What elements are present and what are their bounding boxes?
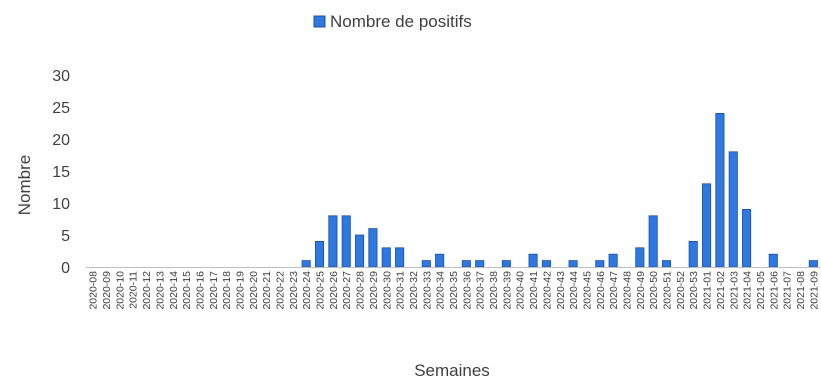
x-tick-label: 2020-30	[381, 271, 393, 310]
x-tick-label: 2020-09	[101, 271, 113, 310]
bar	[742, 208, 752, 268]
x-tick-label: 2020-42	[541, 271, 553, 310]
x-tick-label: 2020-33	[421, 271, 433, 310]
x-tick-label: 2020-45	[581, 271, 593, 310]
x-tick-label: 2020-40	[515, 271, 527, 310]
x-tick-label: 2020-49	[635, 271, 647, 310]
x-tick-label: 2020-46	[595, 271, 607, 310]
x-tick-label: 2020-08	[88, 271, 100, 310]
bar	[328, 215, 338, 268]
x-tick-label: 2020-38	[488, 271, 500, 310]
bar	[568, 260, 578, 268]
bar	[728, 151, 738, 268]
bar	[395, 247, 405, 268]
x-tick-label: 2020-50	[648, 271, 660, 310]
x-tick-label: 2020-16	[194, 271, 206, 310]
x-tick-label: 2021-09	[808, 271, 820, 310]
x-tick-label: 2021-07	[782, 271, 794, 310]
x-tick-label: 2020-20	[248, 271, 260, 310]
y-tick-label: 5	[61, 228, 70, 245]
bar	[768, 253, 778, 268]
bar	[648, 215, 658, 268]
x-tick-label: 2020-28	[355, 271, 367, 310]
bar	[475, 260, 485, 268]
x-tick-label: 2020-44	[568, 271, 580, 310]
y-tick-label: 30	[52, 68, 70, 85]
x-tick-label: 2020-12	[141, 271, 153, 310]
x-tick-label: 2020-51	[662, 271, 674, 310]
x-tick-label: 2020-24	[301, 271, 313, 310]
x-tick-label: 2020-21	[261, 271, 273, 310]
y-tick-label: 20	[52, 132, 70, 149]
bar	[715, 113, 725, 268]
bar	[595, 260, 605, 268]
x-tick-label: 2021-06	[768, 271, 780, 310]
bar	[381, 247, 391, 268]
x-tick-label: 2020-27	[341, 271, 353, 310]
x-tick-label: 2020-32	[408, 271, 420, 310]
bar	[501, 260, 511, 268]
x-tick-label: 2021-03	[728, 271, 740, 310]
y-tick-label: 10	[52, 196, 70, 213]
x-tick-label: 2020-41	[528, 271, 540, 310]
bar	[421, 260, 431, 268]
x-tick-label: 2020-53	[688, 271, 700, 310]
bar	[541, 260, 551, 268]
bar	[355, 234, 365, 268]
x-tick-label: 2020-43	[555, 271, 567, 310]
x-tick-label: 2020-19	[234, 271, 246, 310]
x-tick-label: 2021-08	[795, 271, 807, 310]
x-tick-label: 2021-01	[702, 271, 714, 310]
y-tick-label: 25	[52, 100, 70, 117]
bar	[688, 240, 698, 268]
x-tick-label: 2020-11	[128, 271, 140, 309]
x-tick-label: 2020-23	[288, 271, 300, 310]
x-tick-label: 2020-14	[168, 271, 180, 310]
y-tick-label: 15	[52, 164, 70, 181]
x-tick-label: 2020-10	[114, 271, 126, 310]
x-tick-label: 2020-36	[461, 271, 473, 310]
bar	[702, 183, 712, 268]
x-tick-label: 2020-31	[395, 271, 407, 310]
x-axis-title: Semaines	[414, 361, 490, 379]
x-tick-label: 2020-35	[448, 271, 460, 310]
bar	[341, 215, 351, 268]
x-tick-label: 2020-26	[328, 271, 340, 310]
x-tick-label: 2020-52	[675, 271, 687, 310]
x-tick-label: 2020-25	[315, 271, 327, 310]
y-axis-title: Nombre	[15, 155, 34, 215]
bar	[435, 253, 445, 268]
x-tick-label: 2021-05	[755, 271, 767, 310]
x-tick-label: 2020-47	[608, 271, 620, 310]
bar	[528, 253, 538, 268]
y-axis-ticks: 0 5 10 15 20 25 30	[52, 68, 70, 277]
x-tick-label: 2020-48	[621, 271, 633, 310]
bar	[808, 260, 818, 268]
bar	[315, 240, 325, 268]
x-tick-label: 2021-02	[715, 271, 727, 310]
y-tick-label: 0	[61, 260, 70, 277]
legend-swatch	[313, 15, 326, 28]
x-tick-label: 2020-34	[435, 271, 447, 310]
bar	[461, 260, 471, 268]
x-tick-label: 2020-29	[368, 271, 380, 310]
bar	[661, 260, 672, 268]
bar	[368, 228, 378, 268]
legend-label: Nombre de positifs	[330, 12, 472, 31]
x-tick-label: 2020-39	[501, 271, 513, 310]
bar	[301, 260, 311, 268]
bar	[635, 247, 645, 268]
x-tick-label: 2020-17	[208, 271, 220, 310]
x-axis-ticks: 2020-08 2020-09 2020-10 2020-11 2020-12 2020-…	[88, 271, 821, 310]
x-tick-label: 2020-37	[475, 271, 487, 310]
bar	[608, 253, 618, 268]
bars	[301, 113, 818, 268]
x-tick-label: 2021-04	[742, 271, 754, 310]
legend: Nombre de positifs	[313, 12, 472, 31]
x-tick-label: 2020-13	[154, 271, 166, 310]
x-tick-label: 2020-22	[275, 271, 287, 310]
x-tick-label: 2020-18	[221, 271, 233, 310]
x-tick-label: 2020-15	[181, 271, 193, 310]
